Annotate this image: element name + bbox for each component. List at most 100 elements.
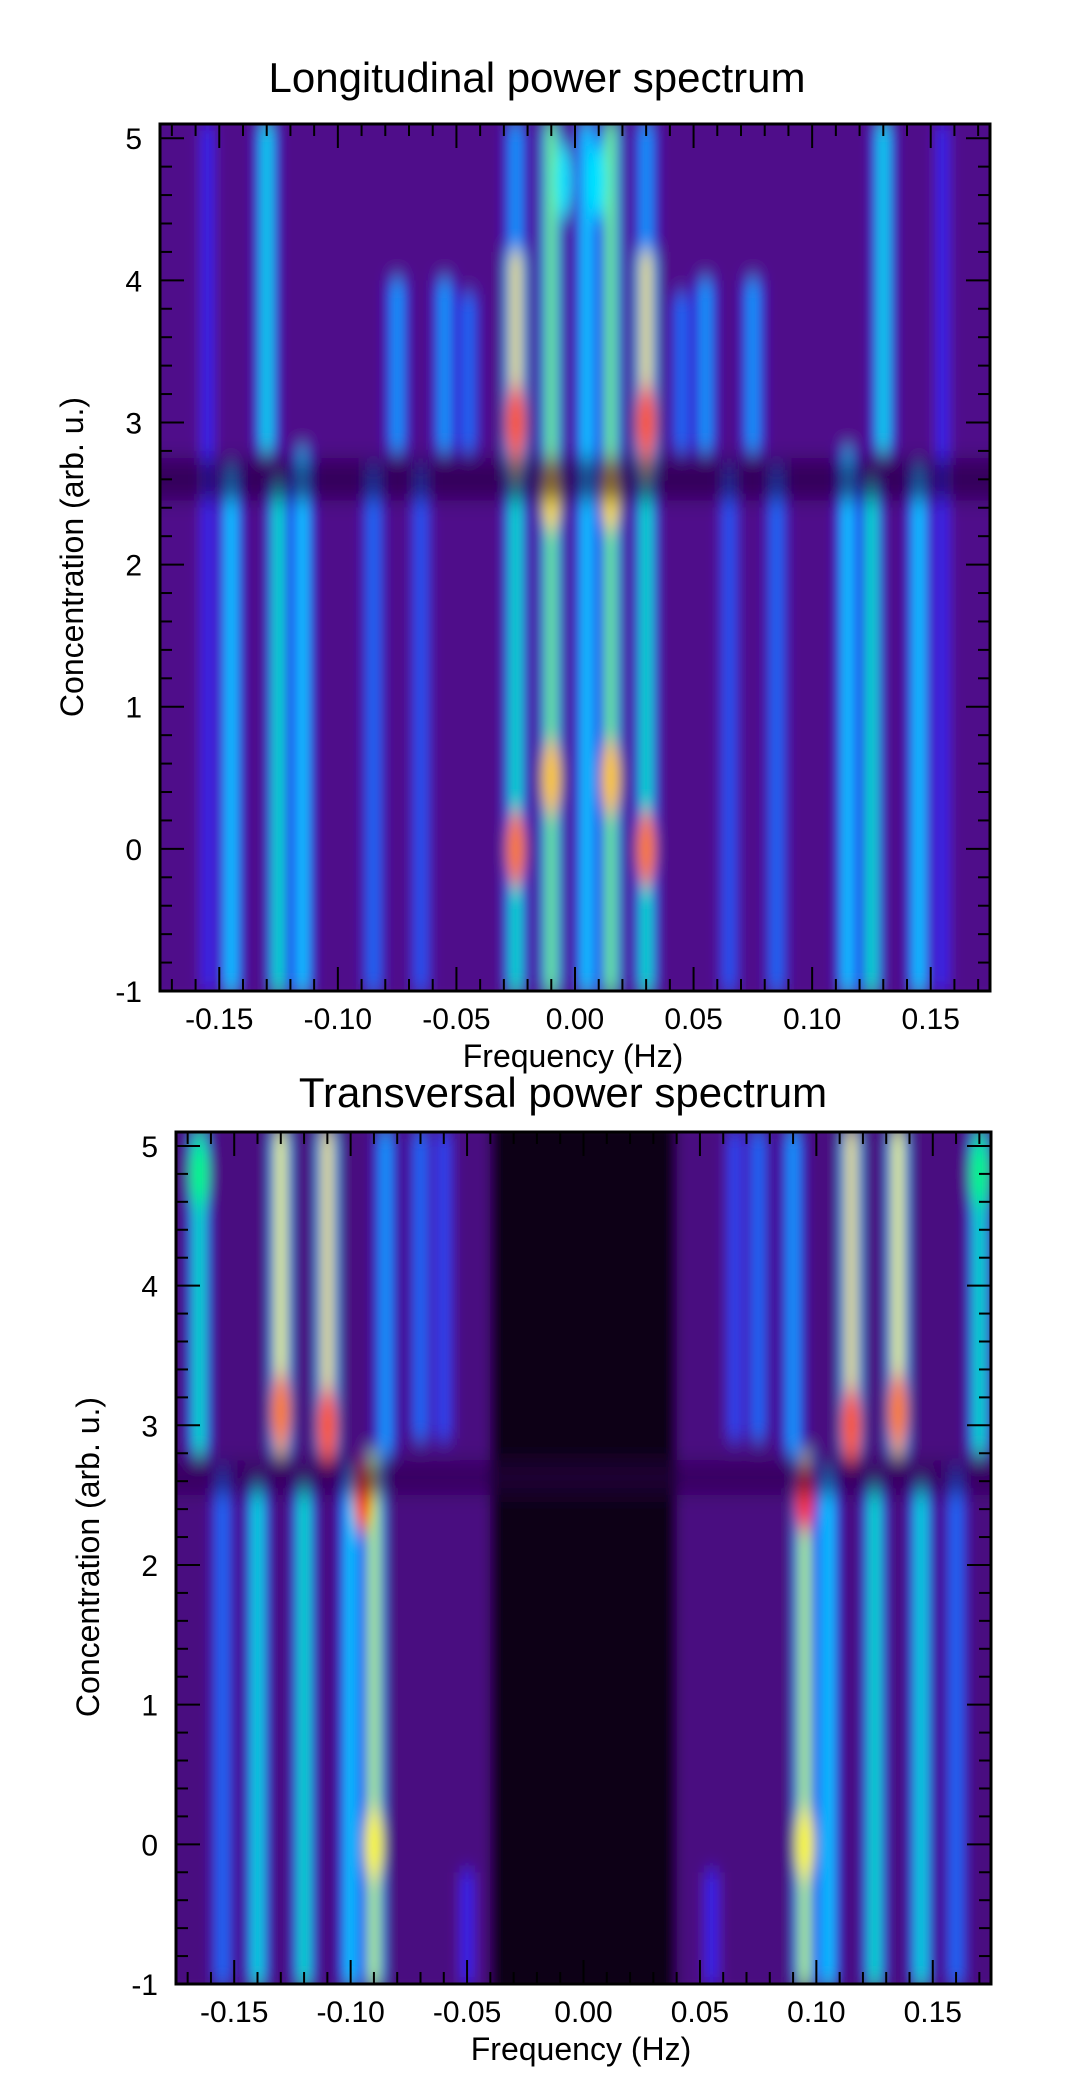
- heatmap-ridge: [707, 1872, 717, 1984]
- heatmap-central-dark: [490, 1132, 677, 1984]
- heatmap-hotspot: [364, 1806, 383, 1883]
- heatmap-ridge: [870, 1481, 880, 1984]
- x-tick-label-longitudinal: -0.15: [185, 1003, 253, 1036]
- heatmap-ridge: [462, 1872, 472, 1984]
- heatmap-ridge: [226, 465, 236, 991]
- y-tick-label-longitudinal: 5: [125, 123, 142, 156]
- x-tick-label-transversal: 0.00: [554, 1996, 612, 2029]
- heatmap-ridge: [322, 1132, 332, 1454]
- heatmap-ridge: [846, 1132, 856, 1454]
- heatmap-hotspot: [506, 810, 525, 887]
- heatmap-ridge: [974, 1132, 984, 1454]
- heatmap-dark-band: [176, 1460, 991, 1496]
- y-tick-label-longitudinal: 0: [125, 834, 142, 867]
- x-tick-label-transversal: 0.05: [671, 1996, 729, 2029]
- heatmap-ridge: [276, 1132, 286, 1454]
- heatmap-hotspot: [506, 384, 525, 461]
- x-tick-label-longitudinal: 0.15: [902, 1003, 960, 1036]
- heatmap-hotspot: [271, 1373, 290, 1450]
- y-tick-label-longitudinal: 1: [125, 692, 142, 725]
- heatmap-ridge: [823, 1467, 833, 1984]
- y-tick-label-longitudinal: 4: [125, 265, 142, 298]
- x-tick-label-transversal: 0.15: [904, 1996, 962, 2029]
- heatmap-ridge: [439, 1132, 449, 1440]
- panel-longitudinal: Longitudinal power spectrum -0.15 -0.10 -0…: [54, 54, 992, 1074]
- heatmap-ridge: [951, 1467, 961, 1984]
- y-tick-label-transversal: 3: [141, 1410, 158, 1443]
- heatmap-ridge: [753, 1132, 763, 1440]
- heatmap-ridge: [916, 1481, 926, 1984]
- y-tick-label-transversal: 1: [141, 1690, 158, 1723]
- y-tick-label-longitudinal: 3: [125, 407, 142, 440]
- heatmap-ridge: [440, 280, 450, 451]
- y-tick-label-longitudinal: -1: [115, 976, 142, 1009]
- heatmap-transversal: [176, 1132, 991, 1984]
- heatmap-ridge: [368, 465, 378, 991]
- heatmap-ridge: [253, 1481, 262, 1984]
- heatmap-ridge: [274, 479, 284, 991]
- x-axis-label-transversal: Frequency (Hz): [471, 2031, 692, 2067]
- heatmap-ridge: [299, 1481, 309, 1984]
- x-tick-label-longitudinal: 0.00: [546, 1003, 604, 1036]
- y-tick-label-longitudinal: 2: [125, 550, 142, 583]
- heatmap-ridge: [416, 1132, 425, 1440]
- heatmap-ridge: [772, 465, 782, 991]
- chart-title-transversal: Transversal power spectrum: [299, 1069, 827, 1116]
- heatmap-ridge: [297, 450, 307, 991]
- heatmap-hotspot: [601, 739, 620, 816]
- y-axis-label-transversal: Concentration (arb. u.): [70, 1397, 106, 1717]
- heatmap-longitudinal: [160, 124, 990, 991]
- heatmap-ridge: [463, 294, 473, 451]
- heatmap-ridge: [346, 1467, 356, 1984]
- x-tick-label-transversal: -0.10: [316, 1996, 384, 2029]
- heatmap-ridge: [843, 450, 853, 991]
- heatmap-hotspot: [795, 1806, 814, 1883]
- heatmap-ridge: [700, 280, 710, 451]
- heatmap-ridge: [788, 1132, 798, 1454]
- heatmap-ridge: [606, 124, 616, 991]
- heatmap-ridge: [511, 479, 521, 991]
- heatmap-ridge: [641, 251, 651, 480]
- heatmap-ridge: [392, 280, 402, 451]
- heatmap-ridge: [582, 124, 592, 991]
- heatmap-hotspot: [190, 1135, 209, 1212]
- x-tick-label-longitudinal: 0.05: [664, 1003, 722, 1036]
- heatmap-hotspot: [554, 142, 573, 219]
- x-tick-label-longitudinal: -0.05: [422, 1003, 490, 1036]
- heatmap-hotspot: [888, 1373, 907, 1450]
- x-tick-label-transversal: -0.05: [433, 1996, 501, 2029]
- heatmap-hotspot: [542, 739, 561, 816]
- heatmap-ridge: [641, 124, 651, 252]
- x-tick-label-transversal: -0.15: [200, 1996, 268, 2029]
- heatmap-ridge: [202, 124, 212, 991]
- heatmap-ridge: [511, 251, 521, 480]
- chart-title-longitudinal: Longitudinal power spectrum: [269, 54, 806, 101]
- heatmap-ridge: [866, 479, 876, 991]
- heatmap-hotspot: [842, 1387, 861, 1464]
- heatmap-ridge: [218, 1467, 228, 1984]
- heatmap-hotspot: [589, 142, 608, 219]
- y-tick-label-transversal: 5: [141, 1131, 158, 1164]
- heatmap-ridge: [914, 465, 924, 991]
- heatmap-ridge: [938, 124, 948, 991]
- heatmap-ridge: [677, 294, 687, 451]
- heatmap-ridge: [748, 280, 758, 451]
- y-tick-label-transversal: 4: [141, 1271, 158, 1304]
- x-axis-label-longitudinal: Frequency (Hz): [463, 1038, 684, 1074]
- ticks-transversal: -0.15 -0.10 -0.05 0.00 0.05 0.10 0.15 -1 0 1 2 3 4 5: [131, 1131, 991, 2029]
- heatmap-hotspot: [318, 1387, 337, 1464]
- heatmap-ridge: [369, 1453, 379, 1984]
- heatmap-ridge: [893, 1132, 903, 1454]
- heatmap-ridge: [730, 1132, 740, 1440]
- heatmap-hotspot: [637, 384, 656, 461]
- heatmap-ridge: [511, 124, 521, 252]
- y-tick-label-transversal: 2: [141, 1550, 158, 1583]
- panel-transversal: Transversal power spectrum -0.15 -0.10 -0.…: [70, 1069, 993, 2067]
- ticks-longitudinal: -0.15 -0.10 -0.05 0.00 0.05 0.10 0.15 -1 0 1 2 3 4 5: [115, 123, 990, 1036]
- y-tick-label-transversal: -1: [131, 1969, 158, 2002]
- heatmap-ridge: [262, 124, 272, 451]
- heatmap-ridge: [194, 1132, 204, 1454]
- heatmap-ridge: [641, 479, 651, 991]
